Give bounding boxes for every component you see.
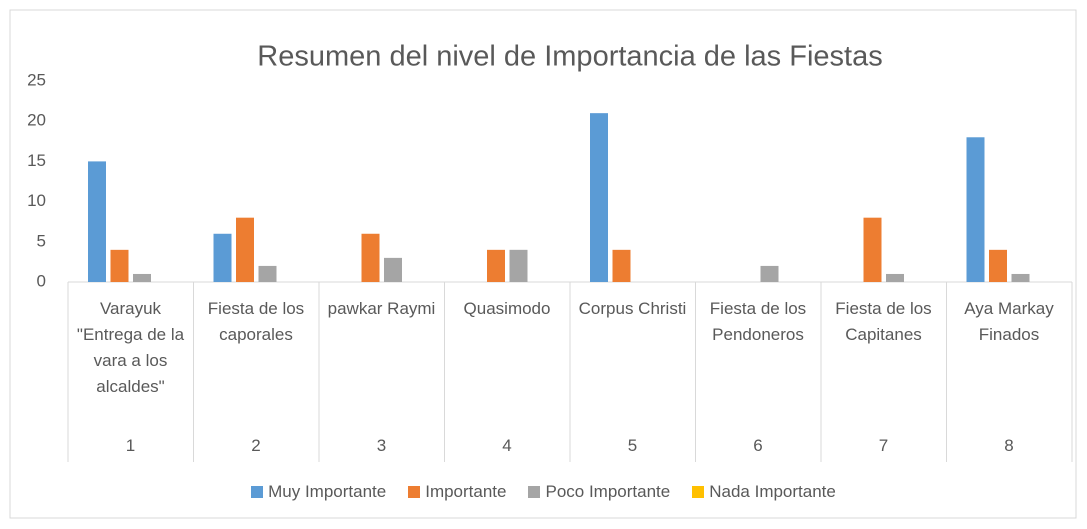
x-tick-label: Fiesta de los Pendoneros: [709, 299, 807, 344]
bar: [88, 161, 106, 282]
bar: [760, 265, 779, 282]
bar: [384, 257, 402, 282]
x-tick-label: Fiesta de los Capitanes: [835, 299, 932, 344]
legend-item: Nada Importante: [692, 482, 836, 502]
legend: Muy Importante Importante Poco Importante N…: [0, 482, 1087, 502]
x-group-label: 2: [251, 436, 261, 455]
bar: [989, 249, 1007, 282]
bar: [612, 249, 631, 282]
legend-label: Importante: [425, 482, 507, 501]
legend-item: Muy Importante: [251, 482, 386, 502]
x-group-label: 8: [1004, 436, 1014, 455]
x-tick-label: pawkar Raymi: [327, 299, 436, 318]
bar: [110, 249, 129, 282]
y-tick-label: 0: [37, 271, 46, 290]
bar: [509, 249, 528, 282]
x-group-label: 3: [376, 436, 387, 455]
legend-item: Importante: [408, 482, 506, 502]
legend-item: Poco Importante: [528, 482, 670, 502]
chart-title: Resumen del nivel de Importancia de las …: [257, 41, 882, 73]
bar: [590, 113, 608, 282]
legend-label: Muy Importante: [268, 482, 387, 501]
y-tick-label: 5: [37, 231, 46, 250]
x-group-label: 7: [878, 436, 889, 455]
x-group-label: 1: [125, 436, 136, 455]
bar: [863, 217, 882, 282]
bar: [886, 273, 904, 282]
y-tick-label: 15: [27, 151, 46, 170]
x-group-label: 4: [502, 436, 512, 455]
y-tick-label: 20: [27, 111, 46, 130]
bar: [236, 217, 254, 282]
bar: [1011, 273, 1030, 282]
bar: [258, 265, 277, 282]
y-tick-label: 25: [27, 70, 46, 89]
x-group-label: 5: [627, 436, 638, 455]
legend-swatch: [528, 486, 541, 498]
x-tick-label: Fiesta de los caporales: [207, 299, 305, 344]
bar: [487, 249, 505, 282]
legend-label: Poco Importante: [545, 482, 671, 501]
legend-swatch: [692, 486, 705, 498]
bar: [213, 233, 232, 282]
bar: [361, 233, 380, 282]
bar: [966, 137, 985, 282]
legend-swatch: [408, 486, 421, 498]
x-tick-label: Corpus Christi: [578, 299, 687, 318]
x-tick-label: Aya Markay Finados: [964, 299, 1054, 344]
legend-swatch: [251, 486, 264, 498]
chart-border: [9, 9, 1077, 519]
bar: [133, 273, 151, 282]
x-group-label: 6: [753, 436, 763, 455]
x-tick-label: Varayuk "Entrega de la vara a los alcald…: [76, 299, 185, 396]
x-tick-label: Quasimodo: [463, 299, 551, 318]
y-tick-label: 10: [27, 191, 46, 210]
legend-label: Nada Importante: [709, 482, 836, 501]
